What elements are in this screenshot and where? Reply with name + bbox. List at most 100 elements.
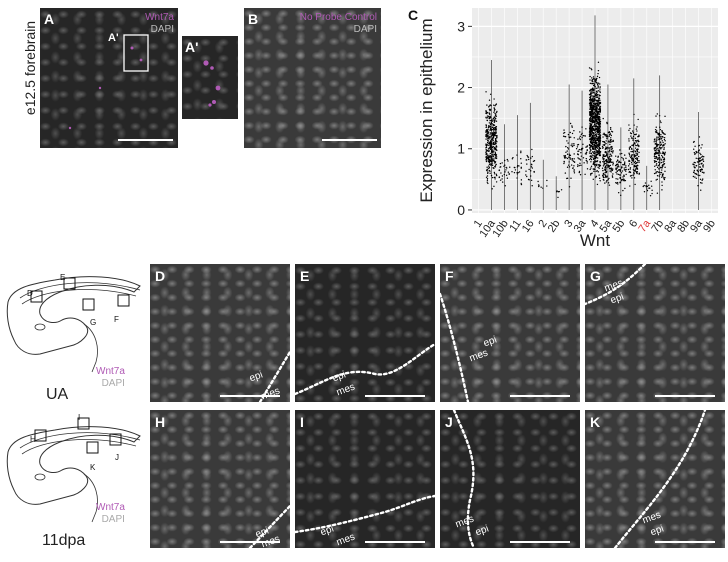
data-point (490, 127, 492, 130)
data-point (638, 144, 640, 147)
data-point (490, 143, 492, 145)
data-point (495, 154, 497, 157)
data-point (654, 128, 657, 131)
data-point (581, 136, 583, 139)
data-point (589, 150, 591, 153)
data-point (597, 108, 599, 110)
data-point (597, 87, 599, 89)
data-point (630, 174, 632, 177)
data-point (596, 94, 599, 96)
data-point (637, 140, 639, 143)
data-point (591, 80, 593, 82)
data-point (649, 194, 652, 197)
data-point (591, 114, 594, 116)
data-point (597, 166, 599, 168)
data-point (485, 153, 487, 156)
data-point (661, 184, 663, 187)
data-point (628, 163, 631, 165)
data-point (485, 151, 487, 154)
data-point (617, 169, 620, 171)
data-point (614, 164, 617, 167)
data-point (489, 148, 492, 151)
data-point (489, 113, 491, 116)
strip-5a (601, 84, 615, 210)
data-point (606, 137, 608, 140)
data-point (602, 176, 605, 179)
data-point (492, 139, 494, 142)
data-point (596, 113, 598, 116)
data-point (602, 160, 604, 163)
data-point (563, 155, 565, 157)
panel-overlay (440, 292, 470, 402)
data-point (646, 188, 648, 190)
data-point (657, 147, 659, 150)
data-point (596, 77, 598, 80)
data-point (603, 141, 605, 143)
data-point (633, 154, 636, 156)
data-point (583, 162, 585, 164)
data-point (592, 148, 594, 151)
data-point (596, 111, 598, 113)
data-point (592, 129, 595, 131)
data-point (656, 139, 658, 141)
data-point (599, 86, 601, 88)
data-point (516, 154, 518, 156)
data-point (634, 137, 637, 140)
data-point (607, 166, 609, 168)
data-point (659, 120, 662, 122)
data-point (635, 144, 637, 147)
data-point (661, 167, 663, 169)
data-point (663, 147, 665, 149)
data-point (493, 121, 496, 123)
x-axis-label: Wnt (580, 231, 611, 250)
data-point (563, 131, 566, 134)
data-point (588, 111, 591, 113)
data-point (594, 131, 597, 133)
data-point (605, 142, 607, 145)
data-point (702, 166, 704, 168)
data-point (488, 122, 491, 124)
data-point (596, 128, 598, 130)
data-point (610, 141, 612, 144)
data-point (492, 137, 494, 139)
data-point (602, 155, 605, 157)
data-point (577, 164, 579, 166)
data-point (700, 153, 702, 156)
data-point (589, 107, 592, 109)
data-point (611, 148, 613, 151)
region-box-label: J (115, 453, 119, 462)
data-point (631, 163, 633, 165)
data-point (504, 164, 506, 166)
data-point (531, 155, 534, 158)
region-box-D (30, 290, 43, 303)
data-point (494, 164, 497, 166)
data-point (662, 151, 664, 153)
data-point (494, 166, 497, 168)
data-point (499, 166, 502, 168)
data-point (596, 163, 598, 166)
data-point (493, 185, 495, 188)
data-point (589, 108, 591, 110)
data-point (568, 161, 570, 163)
panel-letter: K (590, 414, 601, 430)
data-point (609, 155, 611, 157)
data-point (616, 167, 618, 169)
data-point (609, 140, 612, 142)
data-point (595, 126, 597, 128)
data-point (634, 150, 637, 153)
data-point (592, 92, 595, 94)
strip-3a (575, 90, 589, 210)
data-point (495, 157, 498, 160)
data-point (628, 152, 630, 154)
data-point (662, 136, 664, 138)
data-point (591, 135, 594, 137)
data-point (633, 156, 636, 158)
data-point (597, 140, 600, 143)
data-point (585, 146, 587, 148)
data-point (598, 174, 600, 176)
data-point (632, 143, 635, 146)
data-point (591, 141, 594, 144)
data-point (697, 151, 700, 153)
data-point (595, 170, 597, 172)
data-point (492, 123, 494, 126)
